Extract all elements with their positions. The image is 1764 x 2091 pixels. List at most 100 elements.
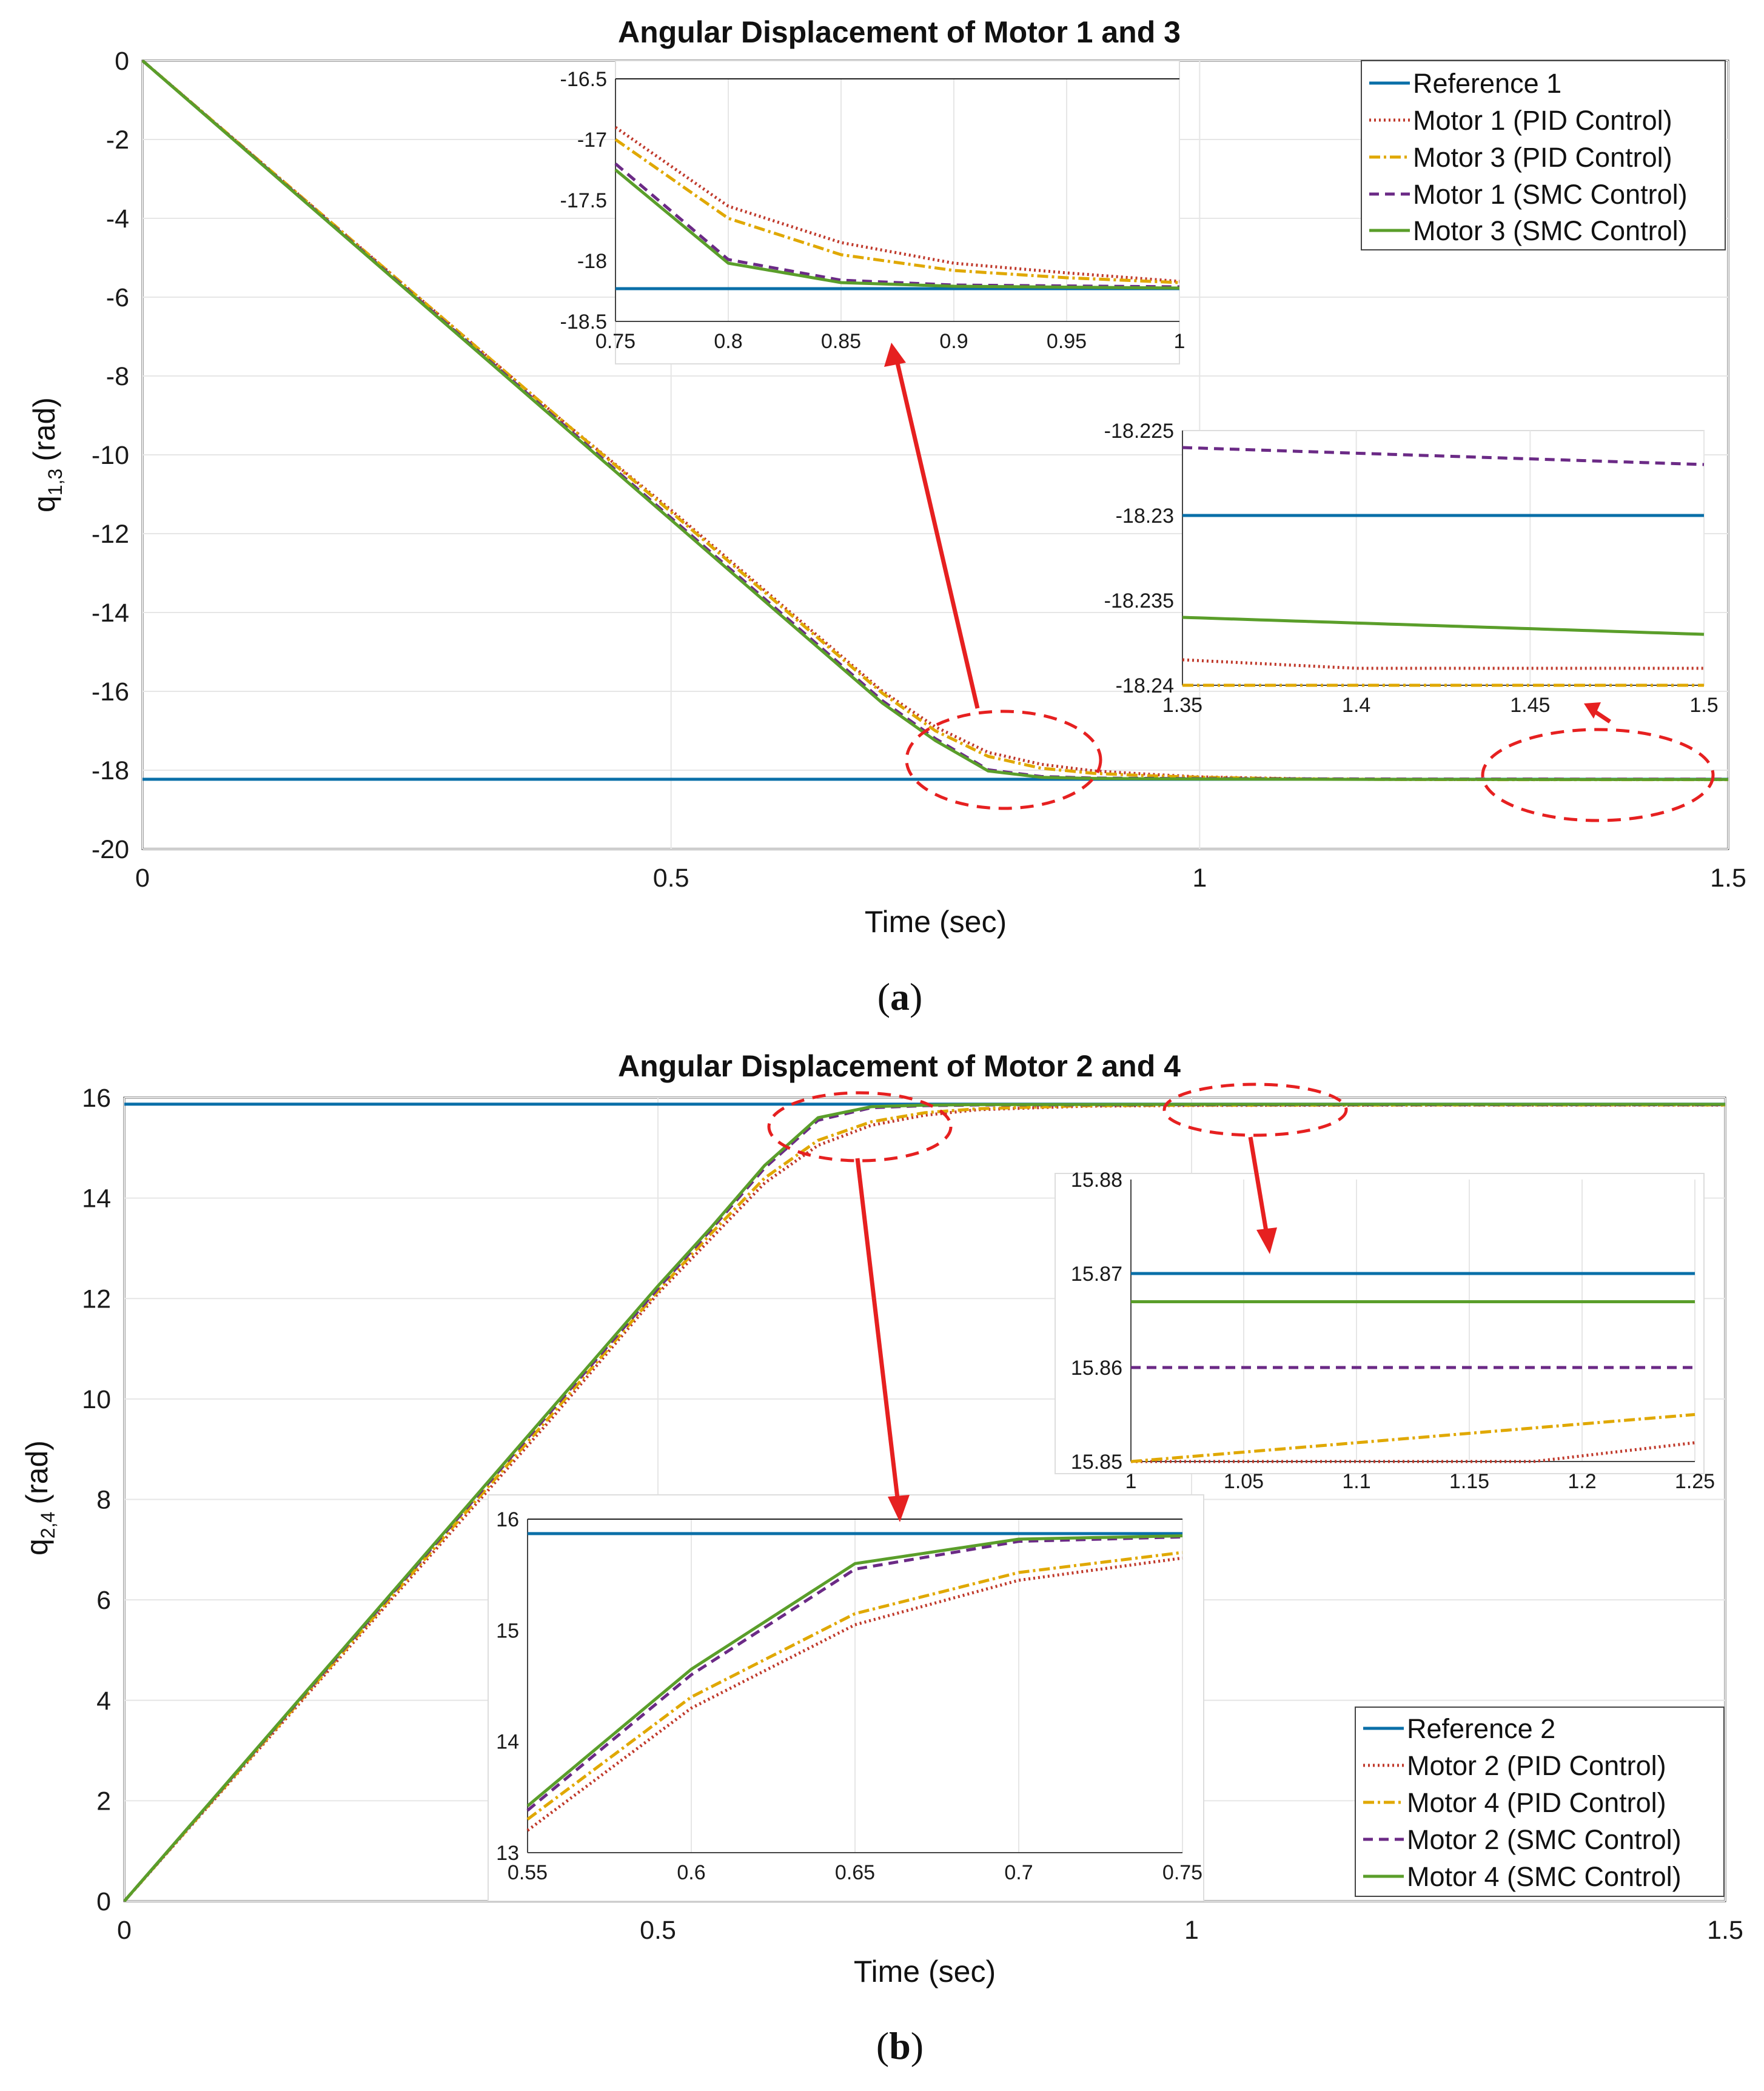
y-tick-label: 4 xyxy=(96,1687,111,1716)
y-tick-labels: 0 -2 -4 -6 -8 -10 -12 -14 -16 -18 -20 xyxy=(92,47,129,864)
zoom-arrow xyxy=(894,357,980,709)
x-tick-label: 0 xyxy=(135,864,150,893)
x-tick-label: 0.5 xyxy=(640,1916,676,1945)
inset-plot-zoom-steady: 1 1.05 1.1 1.15 1.2 1.25 15.88 15.87 15.86 15.85 xyxy=(1055,1169,1715,1493)
panel-caption: (a) xyxy=(877,975,923,1018)
inset-x-tick-label: 1.05 xyxy=(1224,1470,1264,1493)
inset-x-tick-label: 1.1 xyxy=(1342,1470,1370,1493)
panel-b: Angular Displacement of Motor 2 and 4 0 2… xyxy=(20,1049,1743,2067)
inset-x-tick-label: 1.2 xyxy=(1568,1470,1596,1493)
inset-series xyxy=(1182,446,1705,687)
inset-series xyxy=(614,126,1180,290)
legend-entry: Reference 1 xyxy=(1369,68,1561,99)
inset-y-tick-label: -16.5 xyxy=(560,68,608,91)
chart-title: Angular Displacement of Motor 1 and 3 xyxy=(618,15,1181,49)
zoom-ellipse xyxy=(1481,728,1715,822)
y-axis-label-base: q xyxy=(27,495,61,512)
inset-series-line xyxy=(614,169,1180,290)
inset-y-tick-label: -18 xyxy=(577,250,607,273)
legend-label: Motor 1 (SMC Control) xyxy=(1413,179,1688,210)
x-tick-label: 1 xyxy=(1184,1916,1199,1945)
x-tick-label: 0.5 xyxy=(653,864,689,893)
caption-close: ) xyxy=(911,2024,924,2067)
y-tick-label: 12 xyxy=(82,1284,111,1314)
y-tick-label: -4 xyxy=(106,204,129,233)
y-tick-label: 10 xyxy=(82,1385,111,1414)
series-line xyxy=(141,59,1729,781)
legend-entry: Motor 2 (SMC Control) xyxy=(1363,1824,1682,1855)
legend-entry: Reference 2 xyxy=(1363,1713,1555,1744)
inset-y-tick-label: -17.5 xyxy=(560,189,608,212)
zoom-ellipse xyxy=(767,1091,953,1163)
y-tick-label: 0 xyxy=(96,1887,111,1916)
inset-y-tick-label: 16 xyxy=(496,1508,519,1531)
x-tick-label: 0 xyxy=(117,1916,132,1945)
inset-series-line xyxy=(526,1556,1183,1832)
series-line xyxy=(123,1103,1725,1902)
y-axis-label-base: q xyxy=(20,1539,54,1556)
legend-label: Motor 2 (PID Control) xyxy=(1407,1750,1666,1781)
inset-x-tick-label: 0.75 xyxy=(1162,1861,1202,1884)
series-line xyxy=(123,1103,1725,1902)
y-tick-label: -20 xyxy=(92,835,129,864)
inset-tick-labels: 1.35 1.4 1.45 1.5 -18.225 -18.23 -18.235 -18.24 xyxy=(1104,420,1719,717)
inset-x-tick-label: 1 xyxy=(1125,1470,1137,1493)
x-tick-label: 1.5 xyxy=(1707,1916,1743,1945)
inset-y-tick-label: 15.86 xyxy=(1071,1357,1122,1380)
legend-label: Motor 3 (SMC Control) xyxy=(1413,215,1688,246)
zoom-arrow xyxy=(855,1158,900,1499)
y-tick-label: -18 xyxy=(92,756,129,785)
x-tick-label: 1 xyxy=(1192,864,1207,893)
legend-label: Motor 1 (PID Control) xyxy=(1413,105,1672,136)
y-tick-labels: 0 2 4 6 8 10 12 14 16 xyxy=(82,1084,111,1916)
zoom-arrow xyxy=(1248,1136,1269,1232)
legend-label: Motor 4 (PID Control) xyxy=(1407,1787,1666,1818)
inset-x-tick-label: 1.35 xyxy=(1162,694,1202,717)
y-axis-label-subscript: 2,4 xyxy=(37,1512,59,1539)
legend-entry: Motor 4 (SMC Control) xyxy=(1363,1861,1682,1892)
y-tick-label: -6 xyxy=(106,283,129,312)
inset-series xyxy=(1130,1272,1695,1463)
inset-x-tick-label: 0.7 xyxy=(1004,1861,1033,1884)
y-tick-label: 6 xyxy=(96,1586,111,1615)
y-axis-label-unit: (rad) xyxy=(27,397,61,461)
legend-entry: Motor 1 (SMC Control) xyxy=(1369,179,1688,210)
inset-plot-zoom-transient: 0.75 0.8 0.85 0.9 0.95 1 -16.5 -17 -17.5 -18 -18.5 xyxy=(560,60,1186,364)
panel-a: Angular Displacement of Motor 1 and 3 0-… xyxy=(27,15,1746,1018)
y-tick-label: -14 xyxy=(92,599,129,628)
inset-series-line xyxy=(526,1551,1183,1821)
inset-series-line xyxy=(1131,1441,1695,1463)
legend-entry: Motor 3 (PID Control) xyxy=(1369,142,1672,173)
caption-letter: a xyxy=(890,975,910,1018)
y-axis-label: q2,4 (rad) xyxy=(20,1440,59,1556)
legend: Reference 1 Motor 1 (PID Control) Motor … xyxy=(1361,60,1726,250)
inset-plot-zoom-steady: 1.35 1.4 1.45 1.5 -18.225 -18.23 -18.235 -18.24 xyxy=(1104,420,1719,717)
x-axis-label: Time (sec) xyxy=(865,905,1007,939)
inset-tick-labels: 0.75 0.8 0.85 0.9 0.95 1 -16.5 -17 -17.5 -18 -18.5 xyxy=(560,68,1186,353)
inset-tick-labels: 1 1.05 1.1 1.15 1.2 1.25 15.88 15.87 15.86 15.85 xyxy=(1071,1169,1715,1493)
inset-series xyxy=(526,1532,1183,1832)
inset-y-tick-label: -18.225 xyxy=(1104,420,1174,443)
inset-series-line xyxy=(526,1534,1183,1807)
zoom-ellipse xyxy=(1162,1082,1348,1137)
y-axis-label-unit: (rad) xyxy=(20,1440,54,1505)
caption-letter: b xyxy=(889,2024,911,2067)
inset-x-tick-label: 1.25 xyxy=(1675,1470,1715,1493)
inset-y-tick-label: -18.23 xyxy=(1116,505,1174,528)
legend-entry: Motor 1 (PID Control) xyxy=(1369,105,1672,136)
zoom-ellipse xyxy=(905,710,1102,810)
inset-y-tick-label: 13 xyxy=(496,1842,519,1865)
inset-series-line xyxy=(1182,446,1705,466)
legend-label: Motor 4 (SMC Control) xyxy=(1407,1861,1682,1892)
series-lines xyxy=(141,59,1729,782)
y-tick-label: 2 xyxy=(96,1787,111,1816)
x-tick-labels: 0 0.5 1 1.5 xyxy=(117,1916,1743,1945)
x-axis-label: Time (sec) xyxy=(854,1955,996,1989)
caption-open: ( xyxy=(877,975,890,1018)
zoom-arrow-head xyxy=(1584,702,1601,719)
inset-x-tick-label: 0.8 xyxy=(714,330,742,353)
inset-plot-zoom-transient: 0.55 0.6 0.65 0.7 0.75 16 15 14 13 xyxy=(488,1494,1204,1902)
chart-title: Angular Displacement of Motor 2 and 4 xyxy=(618,1049,1181,1083)
inset-y-tick-label: 15.88 xyxy=(1071,1169,1122,1192)
inset-tick-labels: 0.55 0.6 0.65 0.7 0.75 16 15 14 13 xyxy=(496,1508,1202,1884)
